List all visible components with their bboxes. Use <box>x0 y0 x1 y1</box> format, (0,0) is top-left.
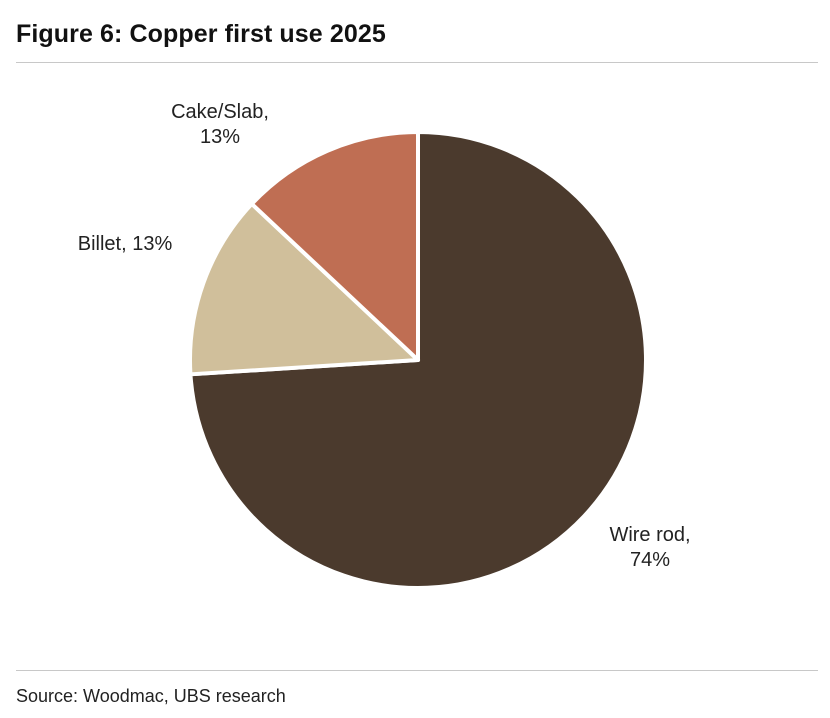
chart-title: Figure 6: Copper first use 2025 <box>16 20 386 48</box>
bottom-divider <box>16 670 818 671</box>
pie-slice-cake-slab <box>249 130 420 362</box>
source-note: Source: Woodmac, UBS research <box>16 686 286 706</box>
slice-label-cake-slab: Cake/Slab, 13% <box>171 101 269 148</box>
slice-label-wire-rod: Wire rod, 74% <box>609 524 691 571</box>
pie-slice-billet <box>188 201 420 377</box>
top-divider <box>16 62 818 63</box>
slice-label-billet: Billet, 13% <box>77 233 173 255</box>
